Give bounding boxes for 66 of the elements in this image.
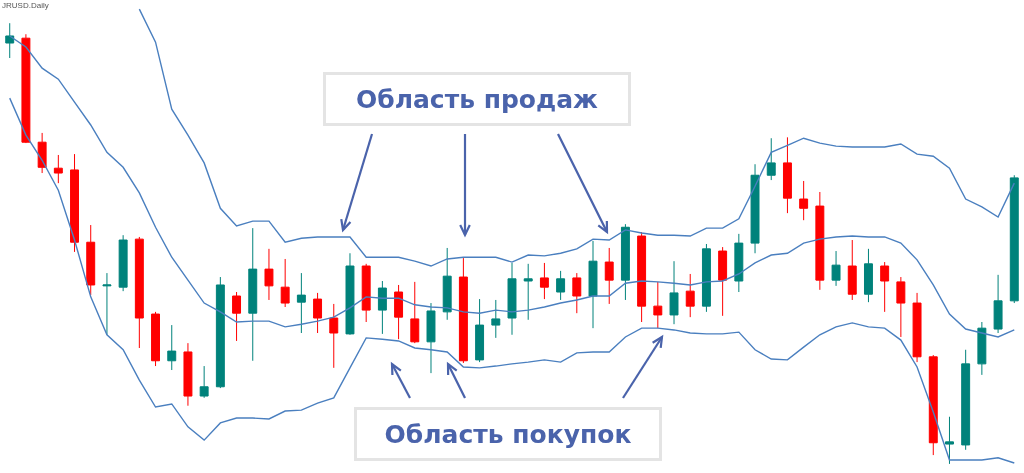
candlestick: [847, 239, 857, 301]
candlestick: [215, 276, 225, 389]
candlestick: [345, 252, 355, 336]
annotation: Область продаж: [355, 84, 599, 114]
candlestick: [53, 154, 63, 184]
candlestick: [5, 22, 15, 59]
candlestick: [410, 281, 420, 344]
candlestick: [118, 234, 128, 292]
candlestick: [70, 153, 79, 253]
candlestick: [945, 416, 954, 465]
candlestick: [442, 247, 452, 321]
candlestick: [637, 231, 647, 323]
candlestick: [280, 258, 290, 308]
candlestick: [313, 292, 323, 334]
candlestick: [766, 137, 776, 181]
candlestick: [329, 303, 339, 369]
candlestick: [977, 321, 987, 376]
candlestick: [961, 349, 971, 451]
candlestick: [232, 291, 242, 342]
candlestick: [799, 180, 809, 221]
candlestick: [491, 299, 501, 339]
chart-title: JRUSD.Daily: [2, 0, 49, 10]
candlestick: [734, 233, 744, 293]
candlestick: [750, 163, 760, 254]
candlestick: [718, 246, 728, 317]
candlestick: [928, 354, 938, 456]
candlestick: [896, 276, 906, 338]
candlestick: [669, 260, 679, 325]
candlestick: [458, 257, 468, 364]
candlestick: [782, 136, 792, 214]
candlestick: [183, 342, 193, 407]
candlestick: [685, 273, 695, 318]
candlestick: [588, 240, 598, 329]
candlestick: [863, 248, 873, 303]
candlestick: [523, 263, 533, 321]
candlestick: [86, 224, 96, 296]
candlestick: [134, 236, 144, 349]
candlestick: [604, 247, 614, 305]
candlestick: [394, 284, 404, 340]
candlestick: [572, 272, 582, 314]
candlestick: [912, 292, 922, 363]
candlestick: [507, 262, 517, 336]
candlestick: [21, 33, 31, 144]
candlestick: [296, 272, 306, 334]
candlestick: [151, 311, 161, 367]
annotation: Область покупок: [384, 419, 632, 449]
candlestick: [1009, 174, 1019, 304]
candlestick: [361, 263, 371, 323]
candlestick: [831, 250, 841, 287]
candlestick: [426, 302, 436, 374]
candlestick: [653, 281, 663, 329]
candlestick: [475, 298, 485, 363]
candlestick: [167, 324, 177, 371]
candlestick: [264, 248, 274, 301]
candlestick: [701, 243, 711, 313]
candlestick: [993, 274, 1003, 334]
candlestick: [37, 132, 47, 174]
candlestick: [815, 191, 825, 291]
candlestick: [102, 272, 112, 336]
candlestick: [880, 261, 890, 313]
candlestick: [377, 280, 387, 335]
candlestick: [539, 262, 549, 300]
candlestick: [556, 270, 566, 301]
candlestick: [248, 227, 258, 362]
candlestick: [199, 365, 209, 399]
candlestick: [620, 223, 630, 301]
